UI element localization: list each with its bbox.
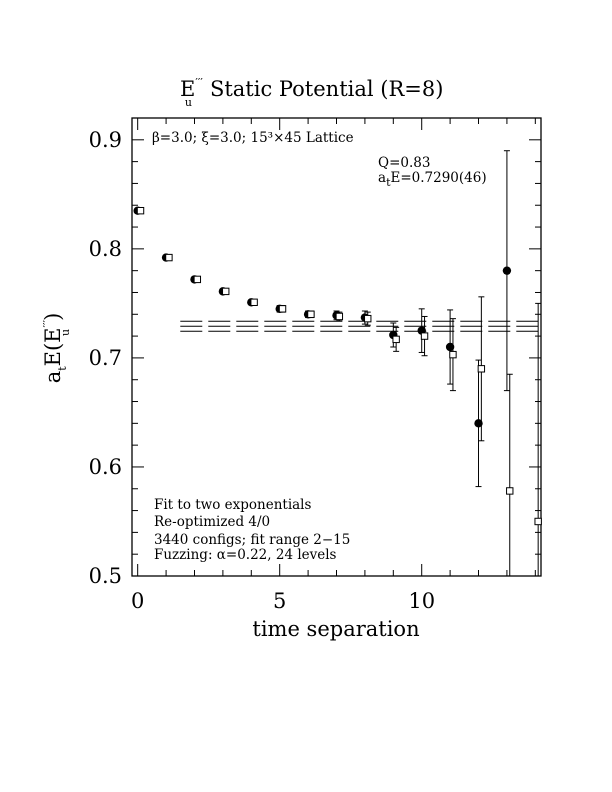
y-tick-label: 0.5 <box>89 564 122 588</box>
x-tick-label: 0 <box>131 589 144 613</box>
y-tick-label: 0.9 <box>89 128 122 152</box>
y-title-mid: E(E <box>41 327 65 366</box>
data-point-square <box>506 487 514 495</box>
chart-title: E′′′ u Static Potential (R=8) <box>180 76 443 109</box>
x-tick-label: 5 <box>273 589 286 613</box>
data-point-square <box>392 335 400 344</box>
data-point-square <box>449 350 457 359</box>
data-point-square <box>222 287 230 296</box>
note-line-3: 3440 configs; fit range 2−15 <box>154 532 350 548</box>
x-tick-label: 10 <box>408 589 435 613</box>
title-main: E <box>180 77 195 101</box>
x-axis-title: time separation <box>252 617 419 641</box>
plot-area: 0.5 0.6 0.7 0.8 0.9 0 5 10 <box>89 117 542 613</box>
fit-energy-label: atE=0.7290(46) <box>378 170 487 189</box>
fit-energy-prefix-sub: t <box>386 176 391 189</box>
y-tick-label: 0.8 <box>89 237 122 261</box>
fit-q-label: Q=0.83 <box>378 155 430 171</box>
y-title-prefix: a <box>41 371 65 384</box>
data-point-square <box>307 310 315 318</box>
y-title-suffix: ) <box>41 313 65 321</box>
y-tick-label: 0.6 <box>89 455 122 479</box>
fit-energy-rest: E=0.7290(46) <box>390 170 486 186</box>
y-title-sub: u <box>59 329 72 336</box>
data-point-square <box>335 312 344 321</box>
data-point-circle <box>474 419 483 428</box>
data-point-square <box>165 253 173 262</box>
data-point-circle <box>502 266 512 275</box>
y-axis-title: atE(E′′′ u) <box>41 313 72 384</box>
fit-energy-prefix: a <box>378 170 386 186</box>
data-point-square <box>250 298 258 306</box>
note-line-2: Re-optimized 4/0 <box>154 514 270 530</box>
data-point-square <box>477 365 486 373</box>
title-subscript: u <box>185 96 192 109</box>
note-line-4: Fuzzing: α=0.22, 24 levels <box>154 547 337 563</box>
title-superscript: ′′′ <box>195 76 203 89</box>
data-point-square <box>278 305 287 313</box>
data-point-square <box>534 517 542 526</box>
y-title-prefix-sub: t <box>56 366 69 371</box>
data-point-square <box>420 332 429 340</box>
data-point-square <box>364 314 372 323</box>
title-rest: Static Potential (R=8) <box>210 77 443 101</box>
y-tick-label: 0.7 <box>89 346 122 370</box>
data-point-square <box>193 275 202 284</box>
note-line-1: Fit to two exponentials <box>154 497 312 513</box>
data-point-circle <box>445 342 455 352</box>
y-title-sup: ′′′ <box>41 319 54 327</box>
lattice-label: β=3.0; ξ=3.0; 15³×45 Lattice <box>152 130 354 146</box>
data-point-square <box>136 206 145 215</box>
